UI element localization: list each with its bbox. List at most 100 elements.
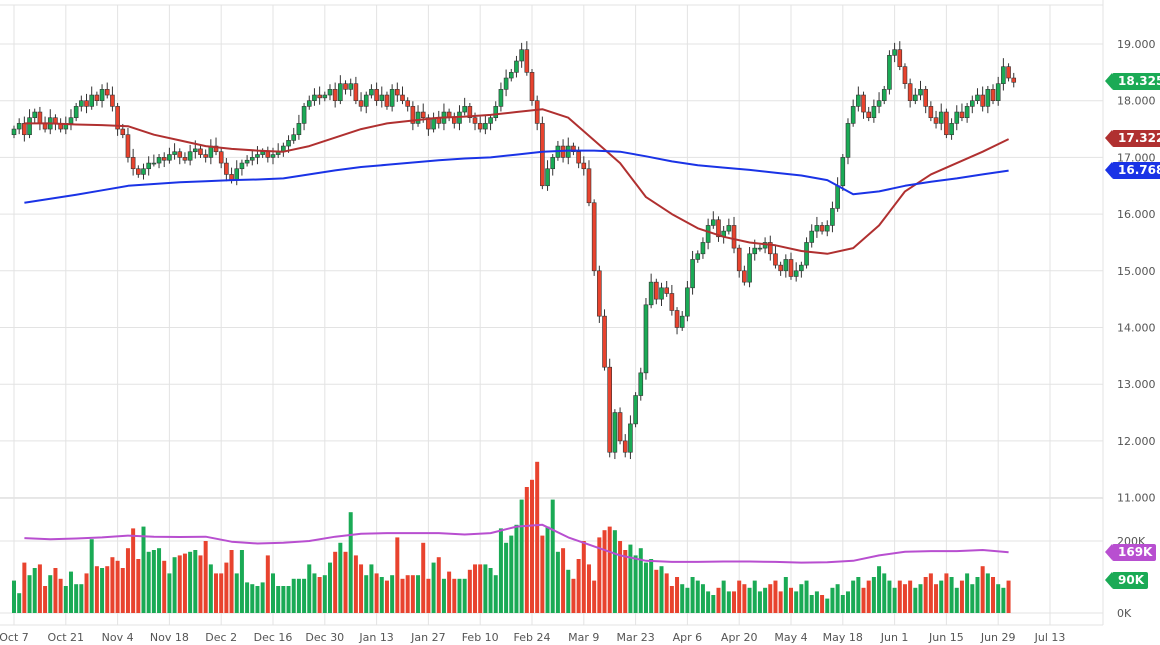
volume-bar — [975, 577, 980, 613]
volume-bar — [985, 573, 990, 613]
candle-body — [218, 151, 224, 164]
candle-body — [944, 111, 949, 136]
time-tick-label: Mar 9 — [568, 631, 599, 644]
volume-bar — [959, 580, 964, 613]
volume-bar — [649, 559, 654, 613]
candle-body — [265, 151, 271, 158]
volume-bar — [255, 586, 260, 613]
candle-body — [534, 100, 540, 124]
volume-bar — [493, 575, 498, 613]
volume-bar — [721, 580, 726, 613]
candle-body — [224, 162, 229, 175]
volume-bar — [312, 573, 317, 613]
candle-body — [824, 225, 830, 232]
volume-bar — [789, 587, 793, 613]
candle-body — [799, 264, 804, 272]
volume-bar — [219, 573, 224, 613]
volume-bar — [996, 584, 1001, 613]
volume-bar — [928, 573, 933, 613]
candle-body — [389, 89, 395, 107]
candle-body — [716, 219, 721, 238]
volume-bar — [845, 591, 850, 613]
candle-body — [923, 89, 928, 107]
volume-bar — [12, 580, 16, 613]
candle-body — [602, 315, 607, 368]
volume-bar — [680, 584, 685, 613]
time-tick-label: Jan 13 — [358, 631, 393, 644]
volume-bar — [690, 577, 695, 613]
volume-bar — [167, 573, 172, 613]
volume-bar — [866, 580, 871, 613]
volume-bar — [566, 569, 571, 613]
candle-body — [451, 117, 457, 124]
volume-bar — [214, 573, 219, 613]
volume-bar — [84, 573, 89, 613]
volume-bar — [369, 564, 374, 613]
time-tick-label: May 4 — [774, 631, 807, 644]
candle-body — [752, 247, 758, 255]
time-tick-label: Apr 20 — [721, 631, 758, 644]
volume-bar — [234, 573, 239, 613]
time-tick-label: Jan 27 — [410, 631, 445, 644]
volume-bar — [934, 584, 939, 613]
candle-body — [861, 94, 866, 113]
volume-bar — [322, 575, 327, 613]
volume-bar — [302, 578, 307, 613]
volume-bar — [172, 557, 177, 613]
volume-bar — [509, 535, 514, 613]
candle-body — [918, 89, 923, 96]
candle-body — [773, 253, 778, 266]
volume-bar — [436, 557, 441, 613]
candle-body — [990, 89, 996, 102]
candle-body — [633, 395, 638, 425]
volume-bar — [504, 542, 509, 613]
volume-bar — [58, 578, 63, 613]
volume-bar — [265, 555, 270, 613]
volume-bar — [612, 530, 617, 613]
candle-body — [182, 157, 188, 161]
candle-body — [887, 55, 892, 90]
candle-body — [726, 225, 732, 232]
candle-body — [11, 128, 17, 136]
candle-body — [778, 264, 783, 272]
volume-bar — [177, 555, 182, 613]
candle-body — [198, 148, 203, 155]
volume-bar — [327, 562, 332, 613]
time-tick-label: Oct 21 — [48, 631, 85, 644]
candle-body — [783, 259, 789, 272]
candle-body — [959, 111, 965, 119]
candle-body — [969, 100, 975, 107]
candle-body — [654, 281, 659, 300]
candle-body — [835, 185, 840, 209]
candle-body — [700, 242, 706, 255]
candle-body — [902, 66, 908, 84]
volume-bar — [545, 526, 550, 613]
price-tick-label: 14.000 — [1117, 322, 1156, 335]
volume-bar — [576, 559, 581, 613]
candle-body — [244, 159, 250, 164]
volume-bar — [991, 577, 996, 613]
candle-body — [400, 94, 405, 101]
volume-bar — [700, 584, 705, 613]
price-tick-label: 18.000 — [1117, 95, 1156, 108]
volume-bar — [146, 551, 151, 613]
candle-body — [317, 94, 322, 99]
candle-body — [804, 242, 809, 266]
candle-body — [565, 145, 571, 158]
volume-bar — [856, 577, 861, 613]
candle-body — [866, 111, 872, 119]
volume-bar — [814, 591, 819, 613]
candle-body — [545, 168, 550, 187]
volume-bar — [343, 551, 348, 613]
volume-bar — [685, 587, 690, 613]
volume-bar — [555, 551, 560, 613]
candle-body — [679, 315, 685, 328]
volume-bar — [260, 582, 265, 613]
volume-bar — [514, 524, 519, 613]
candle-body — [705, 225, 711, 243]
candle-body — [110, 94, 115, 107]
candle-body — [648, 281, 654, 306]
volume-bar — [726, 591, 731, 613]
